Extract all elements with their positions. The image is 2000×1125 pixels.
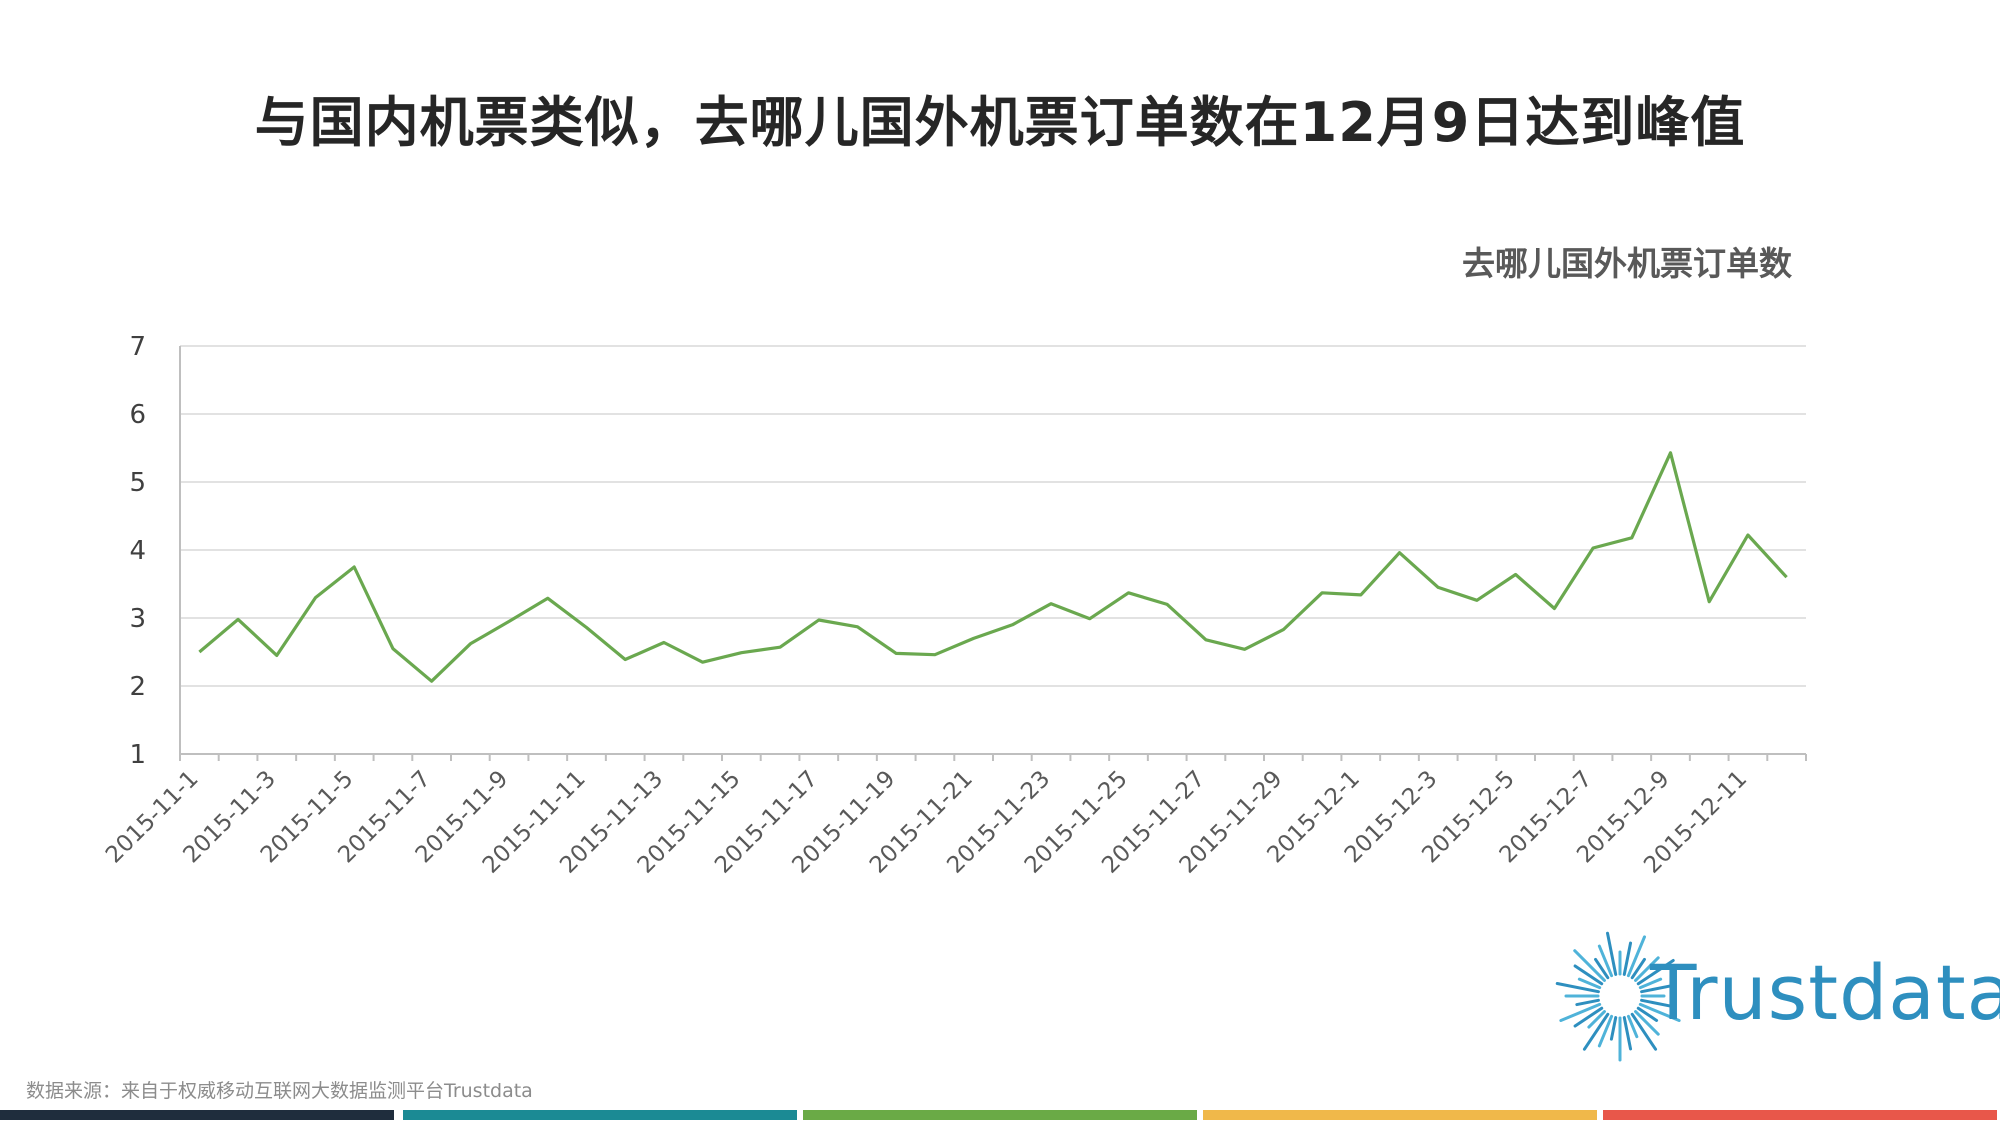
sunburst-ray [1638, 977, 1663, 990]
sunburst-ray [1575, 998, 1600, 1007]
footer-bar-segment [1603, 1110, 1997, 1120]
y-tick-label: 3 [129, 604, 146, 634]
sunburst-ray [1609, 1016, 1618, 1041]
series-line [198, 451, 1788, 683]
sunburst-ray [1636, 958, 1675, 986]
sunburst-ray [1555, 982, 1600, 994]
sunburst-ray [1582, 1012, 1610, 1051]
y-tick-label: 5 [129, 468, 146, 498]
footer-bar-segment [403, 1110, 797, 1120]
sunburst-ray [1597, 944, 1614, 978]
sunburst-ray [1597, 1014, 1614, 1048]
footer-bar-segment [0, 1110, 394, 1120]
y-tick-labels: 1 2 3 4 5 6 7 [129, 332, 146, 770]
x-tick-labels: 2015-11-12015-11-32015-11-52015-11-72015… [101, 766, 1752, 879]
sunburst-ray [1559, 1002, 1602, 1022]
footer-color-bars [0, 1110, 2000, 1122]
sunburst-ray [1634, 1010, 1660, 1036]
y-tick-label: 2 [129, 672, 146, 702]
chart-title: 去哪儿国外机票订单数 [1462, 244, 1793, 283]
sunburst-ray [1577, 977, 1602, 990]
sunburst-ray [1594, 957, 1610, 980]
sunburst-ray [1640, 983, 1675, 994]
trustdata-logo: Trustdata [1550, 928, 2000, 1063]
sunburst-ray [1622, 941, 1633, 976]
sunburst-ray [1634, 956, 1660, 982]
y-tick-label: 7 [129, 332, 146, 362]
page-title: 与国内机票类似，去哪儿国外机票订单数在12月9日达到峰值 [254, 91, 1746, 154]
sunburst-ray [1636, 1006, 1659, 1022]
sunburst-ray [1626, 1014, 1639, 1039]
footer-bar-segment [803, 1110, 1197, 1120]
sunburst-ray [1606, 931, 1618, 976]
sunburst-ray [1573, 1006, 1604, 1028]
series-lines [198, 451, 1788, 683]
footer-bar-segment [1203, 1110, 1597, 1120]
sunburst-ray [1638, 1002, 1681, 1022]
y-tick-label: 4 [129, 536, 146, 566]
sunburst-ray [1573, 964, 1604, 986]
sunburst-ray [1630, 957, 1646, 980]
sunburst-icon [1555, 931, 1681, 1062]
logo-text: Trustdata [1650, 948, 2000, 1037]
sunburst-ray [1587, 1010, 1606, 1029]
axes [179, 346, 1807, 761]
sunburst-ray [1622, 1016, 1633, 1051]
sunburst-ray [1640, 998, 1675, 1009]
data-source-note: 数据来源：来自于权威移动互联网大数据监测平台Trustdata [26, 1080, 533, 1102]
sunburst-ray [1630, 1012, 1658, 1051]
y-tick-label: 1 [129, 740, 146, 770]
sunburst-ray [1626, 935, 1646, 978]
sunburst-ray [1573, 949, 1606, 982]
y-tick-label: 6 [129, 400, 146, 430]
grid-lines [180, 345, 1806, 687]
